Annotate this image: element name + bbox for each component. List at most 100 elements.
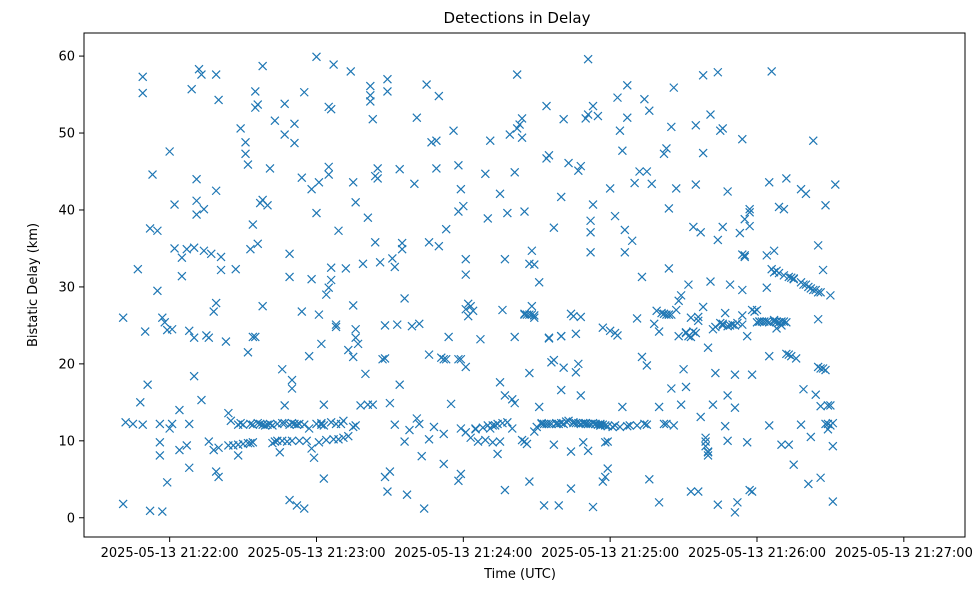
data-point: [808, 136, 818, 146]
x-axis-ticks: 2025-05-13 21:22:00 2025-05-13 21:23:00 20…: [101, 537, 973, 561]
data-point: [177, 253, 187, 263]
data-point: [586, 247, 595, 257]
data-point: [529, 313, 539, 323]
data-point: [231, 264, 241, 274]
data-point: [688, 327, 698, 336]
data-point: [781, 317, 791, 327]
data-point: [346, 67, 356, 76]
data-point: [500, 254, 510, 264]
data-point: [400, 437, 410, 447]
data-point: [148, 170, 157, 180]
data-point: [698, 302, 708, 312]
data-point: [302, 436, 312, 446]
data-point: [811, 390, 821, 400]
data-point: [816, 401, 826, 411]
data-point: [471, 424, 480, 434]
data-point: [517, 435, 527, 445]
data-point: [250, 332, 260, 342]
data-point: [417, 451, 427, 461]
data-point: [157, 507, 167, 517]
data-point: [500, 485, 510, 495]
data-point: [326, 104, 336, 114]
data-point: [431, 136, 441, 146]
data-point: [796, 420, 806, 430]
data-point: [248, 220, 258, 230]
data-point: [723, 321, 733, 331]
data-point: [615, 422, 625, 432]
data-point: [610, 421, 620, 430]
data-point: [816, 473, 826, 483]
data-point: [544, 334, 554, 343]
y-tick-label: 0: [67, 511, 75, 526]
data-point: [299, 504, 309, 513]
data-point: [769, 315, 779, 325]
data-point: [361, 369, 370, 379]
data-point: [490, 421, 500, 430]
data-point: [170, 244, 179, 253]
data-point: [326, 263, 336, 273]
data-point: [502, 208, 512, 218]
data-point: [214, 95, 224, 105]
data-point: [527, 246, 537, 256]
data-point: [383, 487, 392, 497]
data-point: [177, 271, 187, 281]
data-point: [556, 385, 566, 395]
data-point: [429, 422, 439, 432]
data-point: [542, 101, 551, 111]
y-axis-label: Bistatic Delay (km): [26, 223, 41, 347]
data-point: [774, 202, 784, 212]
data-point: [245, 419, 255, 429]
data-point: [706, 110, 715, 119]
data-point: [485, 136, 495, 146]
data-point: [341, 264, 351, 273]
data-point: [189, 333, 199, 343]
data-point: [576, 312, 586, 322]
data-point: [691, 120, 701, 130]
data-point: [280, 418, 290, 428]
data-point: [297, 173, 307, 183]
data-point: [600, 472, 610, 482]
data-point: [649, 319, 659, 329]
data-point: [265, 164, 275, 173]
data-point: [380, 320, 390, 330]
data-point: [799, 280, 808, 290]
data-point: [713, 67, 723, 77]
data-point: [659, 149, 669, 159]
data-points: [118, 52, 840, 517]
data-point: [808, 285, 818, 295]
data-point: [664, 264, 674, 273]
data-point: [331, 320, 341, 330]
data-point: [703, 343, 713, 353]
data-point: [578, 437, 588, 447]
data-point: [818, 265, 828, 275]
data-point: [745, 485, 755, 495]
data-point: [598, 420, 608, 430]
data-point: [319, 421, 329, 430]
data-point: [175, 405, 184, 415]
data-point: [216, 265, 226, 275]
data-point: [165, 147, 175, 156]
data-point: [713, 500, 723, 510]
data-point: [576, 390, 586, 400]
data-point: [718, 222, 728, 232]
data-point: [209, 307, 219, 316]
data-point: [654, 327, 664, 336]
data-point: [498, 305, 507, 315]
data-point: [600, 437, 610, 447]
data-point: [309, 453, 319, 463]
data-point: [657, 308, 666, 318]
data-point: [314, 437, 324, 447]
data-point: [167, 419, 177, 429]
data-point: [275, 447, 285, 457]
data-point: [380, 354, 390, 363]
data-point: [529, 427, 539, 437]
data-point: [603, 464, 613, 473]
data-point: [118, 499, 128, 509]
data-point: [549, 440, 559, 450]
data-point: [260, 421, 270, 430]
data-point: [735, 228, 745, 238]
data-point: [238, 420, 248, 430]
data-point: [652, 306, 662, 316]
data-point: [507, 424, 517, 433]
data-point: [777, 320, 786, 330]
